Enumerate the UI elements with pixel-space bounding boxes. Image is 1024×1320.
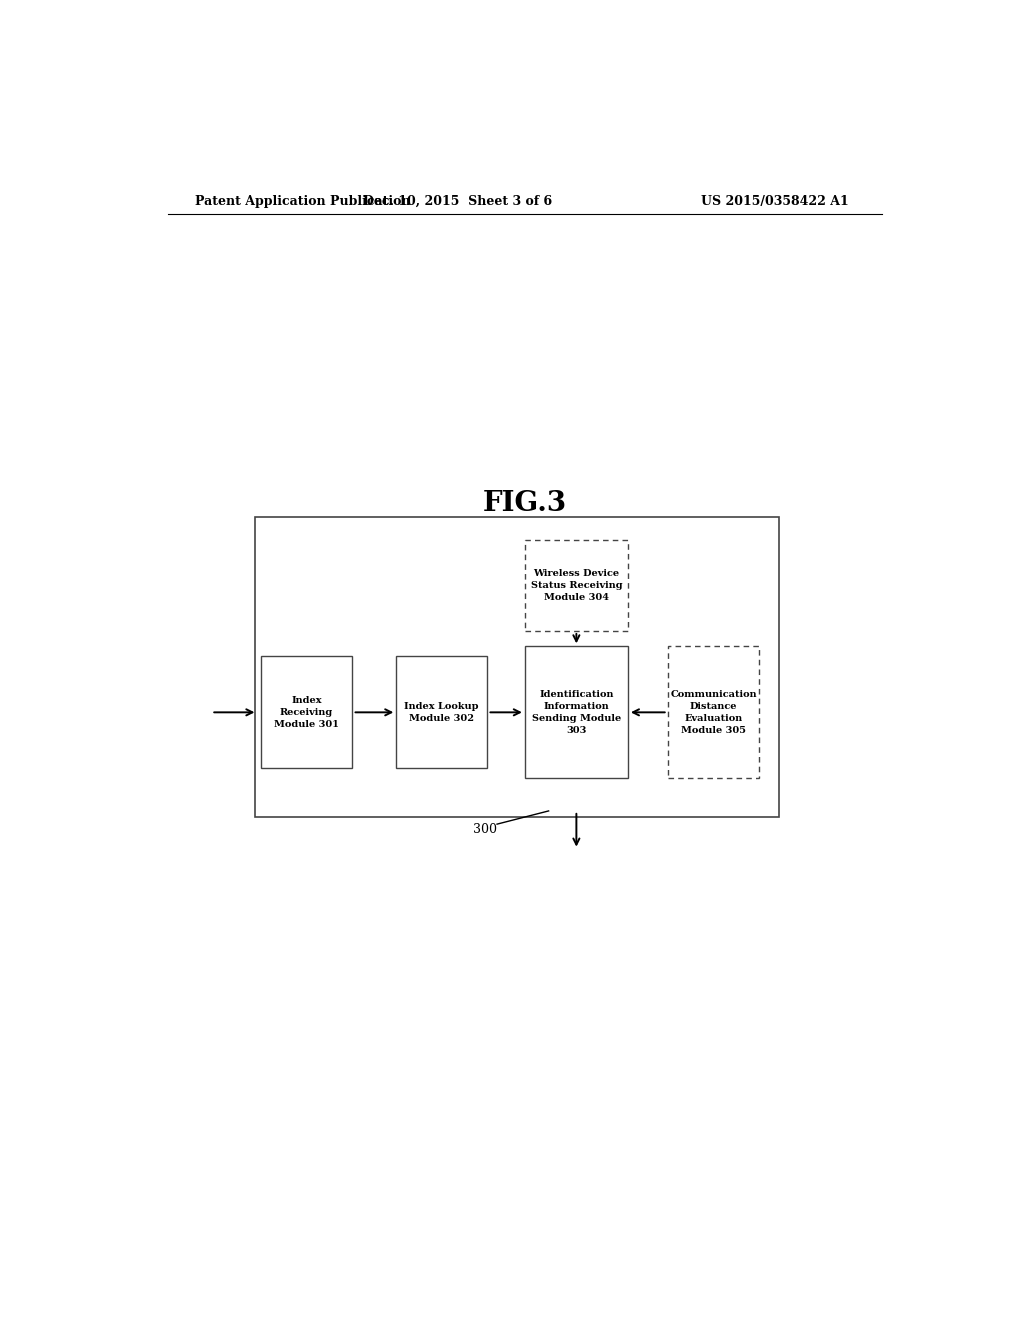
Text: Patent Application Publication: Patent Application Publication <box>196 194 411 207</box>
Text: Index
Receiving
Module 301: Index Receiving Module 301 <box>274 696 339 729</box>
Text: Identification
Information
Sending Module
303: Identification Information Sending Modul… <box>531 690 621 734</box>
Bar <box>396 656 487 768</box>
Text: Index Lookup
Module 302: Index Lookup Module 302 <box>404 702 479 723</box>
Text: 300: 300 <box>473 822 498 836</box>
Bar <box>261 656 352 768</box>
Text: Communication
Distance
Evaluation
Module 305: Communication Distance Evaluation Module… <box>671 690 757 734</box>
Bar <box>524 647 628 779</box>
Text: US 2015/0358422 A1: US 2015/0358422 A1 <box>700 194 849 207</box>
Bar <box>255 516 779 817</box>
Text: FIG.3: FIG.3 <box>482 491 567 517</box>
Text: Dec. 10, 2015  Sheet 3 of 6: Dec. 10, 2015 Sheet 3 of 6 <box>362 194 552 207</box>
Text: Wireless Device
Status Receiving
Module 304: Wireless Device Status Receiving Module … <box>530 569 623 602</box>
Bar <box>668 647 760 779</box>
Bar <box>524 540 628 631</box>
